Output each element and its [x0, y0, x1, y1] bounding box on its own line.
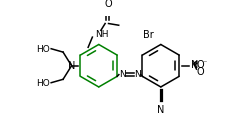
Text: O: O — [105, 0, 112, 9]
Text: ⁻: ⁻ — [202, 58, 207, 66]
Text: O: O — [197, 59, 204, 69]
Text: N: N — [68, 60, 75, 70]
Text: Br: Br — [143, 30, 154, 39]
Text: N: N — [134, 70, 141, 79]
Text: NH: NH — [95, 30, 108, 39]
Text: N: N — [191, 59, 198, 69]
Text: O: O — [197, 66, 204, 76]
Text: HO: HO — [36, 79, 49, 87]
Text: HO: HO — [36, 45, 49, 54]
Text: N: N — [119, 70, 126, 79]
Text: N: N — [157, 104, 164, 114]
